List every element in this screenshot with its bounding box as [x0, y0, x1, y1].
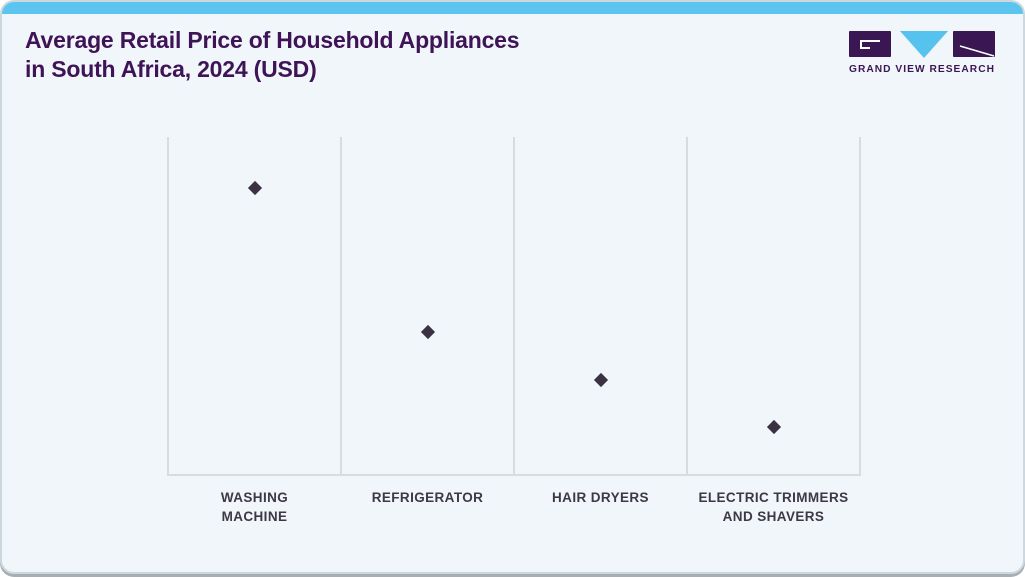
logo-r-block	[953, 31, 995, 57]
logo-g-block	[849, 31, 891, 57]
chart-column-washing-machine: WASHING MACHINE	[167, 137, 340, 524]
data-point-diamond	[766, 419, 781, 434]
data-point-diamond	[247, 180, 262, 195]
logo-g-glyph	[860, 40, 880, 49]
chart-plot-area: WASHING MACHINE REFRIGERATOR HAIR DRYERS…	[167, 137, 861, 524]
data-point-diamond	[420, 325, 435, 340]
x-axis-label: REFRIGERATOR	[371, 490, 484, 505]
page-title-line2: in South Africa, 2024 (USD)	[25, 56, 317, 83]
gvr-logo: GRAND VIEW RESEARCH	[849, 31, 995, 75]
x-axis-label: ELECTRIC TRIMMERS AND SHAVERS	[698, 490, 849, 524]
accent-top-bar	[2, 2, 1023, 14]
logo-r-glyph	[959, 45, 995, 57]
chart-column-refrigerator: REFRIGERATOR	[340, 137, 513, 505]
x-axis-label: WASHING MACHINE	[220, 490, 289, 524]
chart-column-electric-trimmers: ELECTRIC TRIMMERS AND SHAVERS	[686, 137, 859, 524]
page-title-line1: Average Retail Price of Household Applia…	[25, 27, 520, 53]
chart-column-hair-dryers: HAIR DRYERS	[513, 137, 686, 505]
data-point-diamond	[593, 372, 608, 387]
page-title: Average Retail Price of Household Applia…	[25, 26, 520, 85]
logo-v-icon	[900, 31, 948, 58]
x-axis-label: HAIR DRYERS	[552, 490, 649, 505]
brand-name: GRAND VIEW RESEARCH	[849, 64, 995, 75]
